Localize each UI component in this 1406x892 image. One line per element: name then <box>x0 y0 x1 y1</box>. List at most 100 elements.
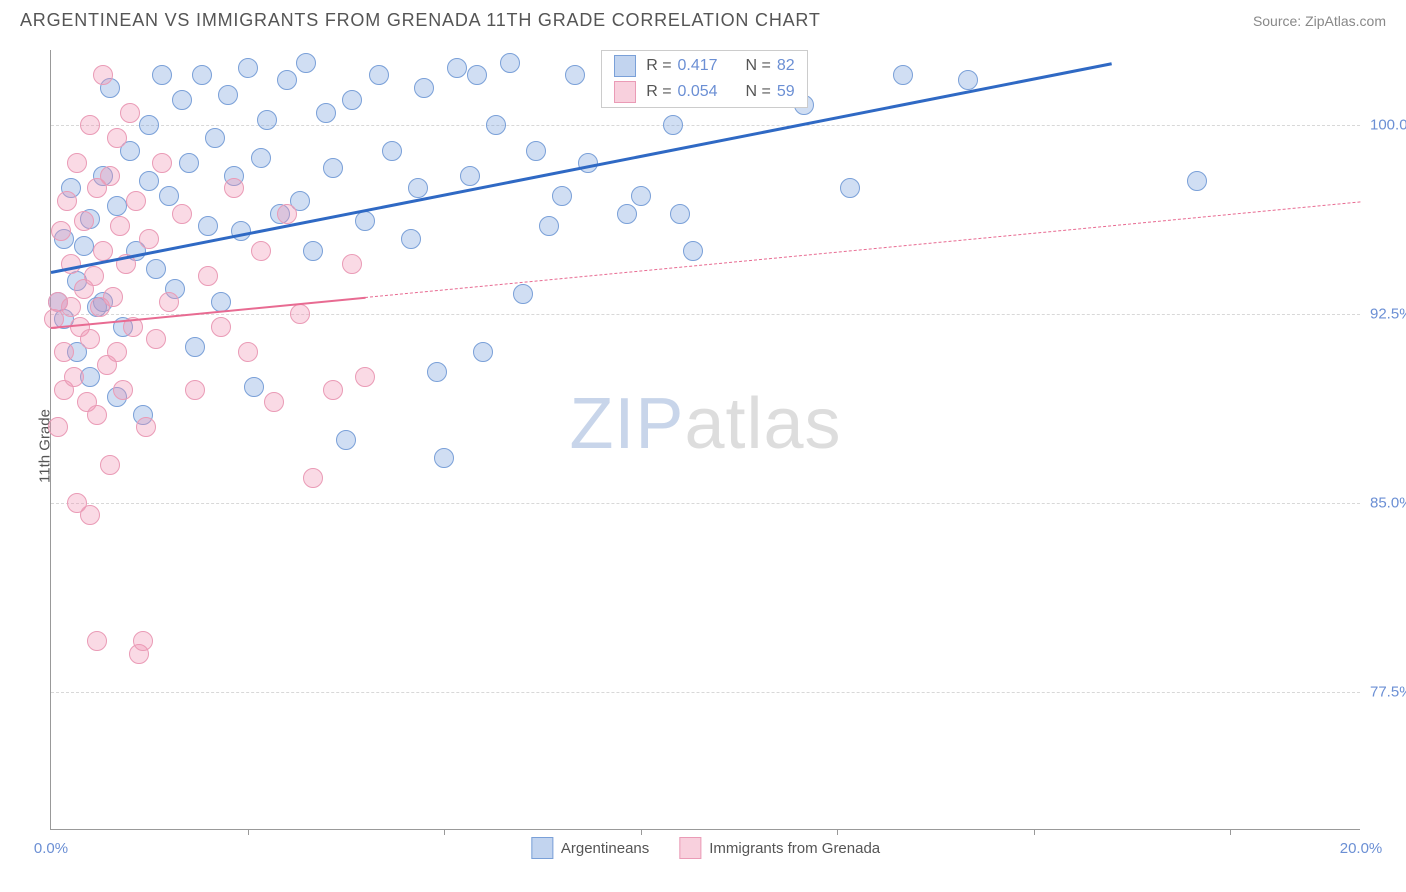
data-point <box>80 115 100 135</box>
data-point <box>172 90 192 110</box>
data-point <box>87 631 107 651</box>
n-label: N = <box>746 83 771 101</box>
chart-source: Source: ZipAtlas.com <box>1253 13 1386 29</box>
data-point <box>244 377 264 397</box>
data-point <box>401 229 421 249</box>
data-point <box>100 455 120 475</box>
data-point <box>80 329 100 349</box>
legend-swatch <box>531 837 553 859</box>
data-point <box>473 342 493 362</box>
data-point <box>264 392 284 412</box>
data-point <box>670 204 690 224</box>
r-label: R = <box>646 83 671 101</box>
data-point <box>683 241 703 261</box>
data-point <box>198 216 218 236</box>
data-point <box>460 166 480 186</box>
x-tick-mark <box>444 829 445 835</box>
data-point <box>211 317 231 337</box>
data-point <box>159 292 179 312</box>
series-legend-item: Argentineans <box>531 837 649 859</box>
n-value: 82 <box>777 57 795 75</box>
data-point <box>355 211 375 231</box>
data-point <box>526 141 546 161</box>
correlation-legend-row: R =0.054N =59 <box>602 79 806 105</box>
legend-swatch <box>679 837 701 859</box>
data-point <box>74 236 94 256</box>
data-point <box>893 65 913 85</box>
x-tick-mark <box>641 829 642 835</box>
data-point <box>467 65 487 85</box>
n-label: N = <box>746 57 771 75</box>
data-point <box>110 216 130 236</box>
data-point <box>139 115 159 135</box>
data-point <box>447 58 467 78</box>
data-point <box>192 65 212 85</box>
data-point <box>198 266 218 286</box>
data-point <box>61 297 81 317</box>
data-point <box>414 78 434 98</box>
data-point <box>64 367 84 387</box>
data-point <box>342 90 362 110</box>
data-point <box>93 65 113 85</box>
x-tick-mark <box>1230 829 1231 835</box>
chart-header: ARGENTINEAN VS IMMIGRANTS FROM GRENADA 1… <box>0 0 1406 36</box>
data-point <box>107 128 127 148</box>
data-point <box>277 70 297 90</box>
data-point <box>113 380 133 400</box>
data-point <box>552 186 572 206</box>
data-point <box>1187 171 1207 191</box>
data-point <box>159 186 179 206</box>
data-point <box>48 417 68 437</box>
data-point <box>107 196 127 216</box>
gridline-horizontal <box>51 692 1360 693</box>
r-value: 0.054 <box>678 83 728 101</box>
data-point <box>303 241 323 261</box>
data-point <box>290 304 310 324</box>
data-point <box>631 186 651 206</box>
y-tick-label: 77.5% <box>1370 683 1406 700</box>
data-point <box>84 266 104 286</box>
data-point <box>840 178 860 198</box>
x-tick-mark <box>837 829 838 835</box>
data-point <box>107 342 127 362</box>
gridline-horizontal <box>51 314 1360 315</box>
data-point <box>100 166 120 186</box>
y-tick-label: 85.0% <box>1370 494 1406 511</box>
data-point <box>139 171 159 191</box>
data-point <box>251 241 271 261</box>
series-legend-label: Argentineans <box>561 840 649 857</box>
data-point <box>238 58 258 78</box>
x-tick-label: 0.0% <box>34 840 68 857</box>
data-point <box>80 505 100 525</box>
data-point <box>67 153 87 173</box>
watermark: ZIPatlas <box>569 383 841 465</box>
data-point <box>152 65 172 85</box>
y-tick-label: 100.0% <box>1370 117 1406 134</box>
data-point <box>323 380 343 400</box>
data-point <box>500 53 520 73</box>
y-tick-label: 92.5% <box>1370 306 1406 323</box>
data-point <box>185 337 205 357</box>
data-point <box>87 405 107 425</box>
legend-swatch <box>614 81 636 103</box>
x-tick-label: 20.0% <box>1340 840 1383 857</box>
data-point <box>539 216 559 236</box>
data-point <box>323 158 343 178</box>
data-point <box>486 115 506 135</box>
data-point <box>434 448 454 468</box>
data-point <box>277 204 297 224</box>
correlation-legend-row: R =0.417N =82 <box>602 53 806 79</box>
data-point <box>211 292 231 312</box>
scatter-chart: ZIPatlas 77.5%85.0%92.5%100.0%0.0%20.0%R… <box>50 50 1360 830</box>
data-point <box>296 53 316 73</box>
data-point <box>224 178 244 198</box>
data-point <box>172 204 192 224</box>
data-point <box>257 110 277 130</box>
data-point <box>120 103 140 123</box>
data-point <box>408 178 428 198</box>
trend-line <box>365 201 1361 298</box>
watermark-atlas: atlas <box>684 384 841 464</box>
data-point <box>513 284 533 304</box>
data-point <box>126 191 146 211</box>
x-tick-mark <box>248 829 249 835</box>
